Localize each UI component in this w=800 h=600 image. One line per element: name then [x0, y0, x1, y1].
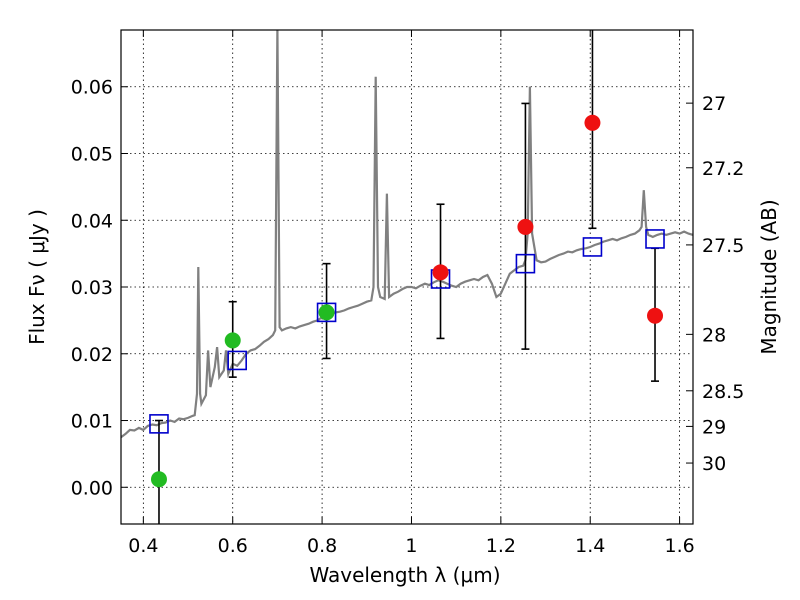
tick-labels: 0.4 0.6 0.8 1 1.2 1.4 1.6 0.00 0.01 0.02 0.03 0.04 0…	[71, 77, 745, 557]
data-point-circle	[584, 114, 601, 131]
x-tick-label: 0.6	[218, 535, 248, 557]
mag-tick-label: 30	[702, 453, 726, 475]
axis-ticks	[121, 30, 693, 524]
data-point-square	[316, 302, 337, 323]
data-point-square	[227, 350, 247, 371]
y-tick-label: 0.01	[71, 411, 113, 433]
mag-tick-label: 27.5	[702, 235, 744, 257]
model-spectrum-line	[121, 30, 693, 439]
x-axis-label: Wavelength λ (μm)	[309, 563, 500, 587]
y-axis-label: Flux Fν ( μJy )	[25, 209, 49, 345]
mag-tick-label: 27	[702, 93, 726, 115]
data-point-circle	[224, 332, 241, 349]
x-tick-label: 1.2	[486, 535, 516, 557]
data-point-square	[149, 414, 169, 434]
data-point-circle	[432, 264, 449, 281]
x-tick-label: 1.6	[664, 535, 694, 557]
y-tick-label: 0.02	[71, 344, 113, 366]
data-point-square	[582, 237, 603, 257]
mag-tick-label: 28	[702, 324, 726, 346]
data-point-circle	[517, 218, 534, 235]
x-tick-label: 0.8	[307, 535, 337, 557]
y-tick-label: 0.06	[71, 77, 113, 99]
circle-markers	[150, 114, 664, 488]
y-tick-label: 0.04	[71, 210, 113, 232]
mag-tick-label: 27.2	[702, 158, 744, 180]
x-tick-label: 1.4	[575, 535, 605, 557]
y-axis-right-label: Magnitude (AB)	[757, 199, 781, 354]
data-point-square	[515, 253, 536, 274]
data-point-circle	[318, 304, 335, 321]
y-tick-label: 0.00	[71, 477, 113, 499]
x-tick-label: 1	[405, 535, 417, 557]
x-tick-label: 0.4	[128, 535, 158, 557]
data-point-circle	[647, 307, 664, 324]
data-point-square	[645, 229, 665, 249]
data-point-circle	[150, 471, 167, 488]
y-tick-label: 0.03	[71, 277, 113, 299]
plot-area	[121, 30, 693, 524]
mag-tick-label: 29	[702, 416, 726, 438]
mag-tick-label: 28.5	[702, 381, 744, 403]
plot-frame	[120, 29, 694, 525]
y-tick-label: 0.05	[71, 144, 113, 166]
